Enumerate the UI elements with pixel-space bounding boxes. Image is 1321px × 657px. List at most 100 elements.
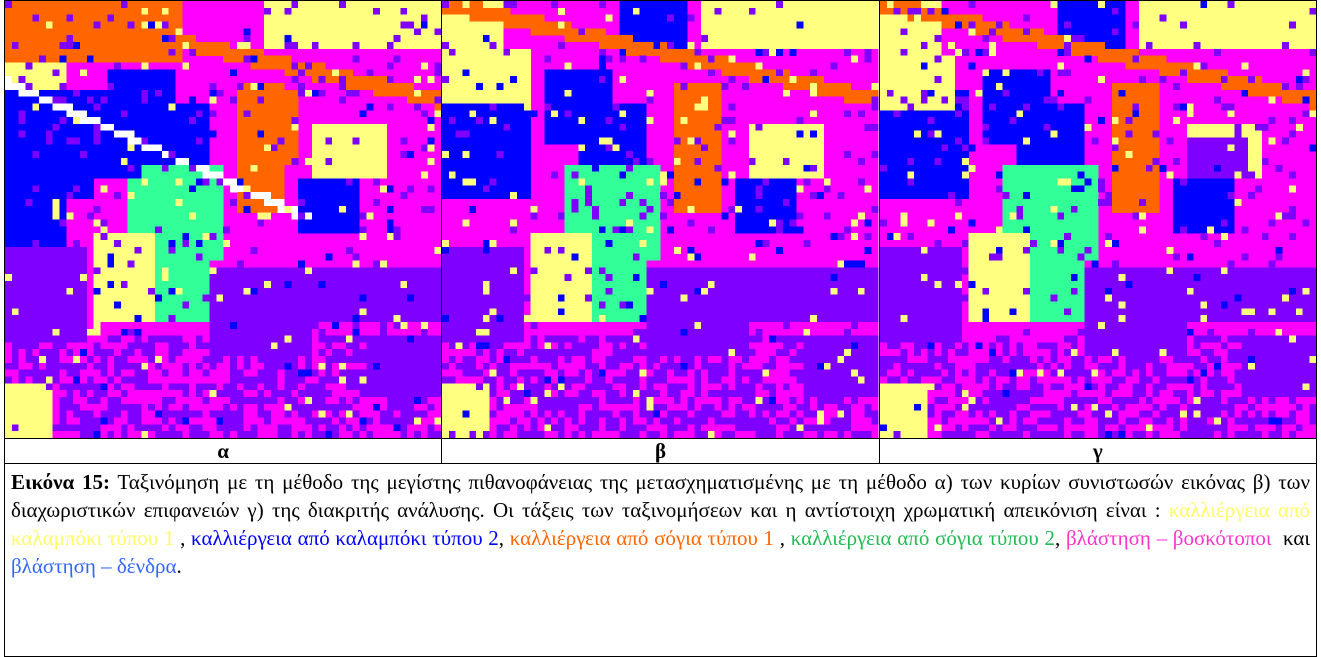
pixel <box>107 151 114 158</box>
figure: αβγ Εικόνα 15: Ταξινόμηση με τη μέθοδο τ… <box>4 0 1317 657</box>
pixel <box>497 21 504 28</box>
pixel <box>360 356 367 363</box>
pixel <box>442 192 449 199</box>
pixel <box>135 288 142 295</box>
pixel <box>325 185 332 192</box>
pixel <box>114 356 121 363</box>
pixel <box>73 397 80 404</box>
pixel <box>39 117 46 124</box>
pixel <box>73 56 80 63</box>
pixel <box>264 295 271 302</box>
pixel <box>654 267 661 274</box>
pixel <box>73 185 80 192</box>
pixel <box>175 49 182 56</box>
pixel <box>490 274 497 281</box>
pixel <box>824 274 831 281</box>
pixel <box>674 247 681 254</box>
pixel <box>32 172 39 179</box>
pixel <box>155 377 162 384</box>
pixel <box>695 274 702 281</box>
pixel <box>87 8 94 15</box>
pixel <box>626 274 633 281</box>
pixel <box>872 206 879 213</box>
pixel <box>19 315 26 322</box>
pixel <box>353 315 360 322</box>
pixel <box>298 336 305 343</box>
pixel <box>135 301 142 308</box>
pixel <box>633 185 640 192</box>
pixel <box>155 267 162 274</box>
pixel <box>60 418 67 425</box>
pixel <box>633 103 640 110</box>
pixel <box>640 103 647 110</box>
pixel <box>203 151 210 158</box>
pixel <box>230 295 237 302</box>
pixel <box>325 124 332 131</box>
pixel <box>114 165 121 172</box>
pixel <box>128 117 135 124</box>
pixel <box>613 151 620 158</box>
pixel <box>12 267 19 274</box>
pixel <box>366 144 373 151</box>
pixel <box>339 138 346 145</box>
pixel <box>25 76 32 83</box>
pixel <box>148 76 155 83</box>
pixel <box>872 21 879 28</box>
pixel <box>121 35 128 42</box>
pixel <box>271 90 278 97</box>
pixel <box>5 110 12 117</box>
pixel <box>121 172 128 179</box>
pixel <box>831 62 838 69</box>
pixel <box>141 15 148 22</box>
pixel <box>278 97 285 104</box>
pixel <box>182 301 189 308</box>
pixel <box>128 192 135 199</box>
pixel <box>565 97 572 104</box>
pixel <box>121 97 128 104</box>
pixel <box>257 322 264 329</box>
pixel <box>5 411 12 418</box>
page: Figure 15 {"figure": { "panels": [{"labe… <box>0 0 1321 657</box>
pixel <box>155 213 162 220</box>
pixel <box>169 158 176 165</box>
pixel <box>620 21 627 28</box>
pixel <box>250 383 257 390</box>
pixel <box>141 356 148 363</box>
pixel <box>264 138 271 145</box>
pixel <box>25 418 32 425</box>
pixel <box>599 267 606 274</box>
pixel <box>148 165 155 172</box>
pixel <box>701 206 708 213</box>
pixel <box>169 342 176 349</box>
pixel <box>517 247 524 254</box>
pixel <box>291 21 298 28</box>
pixel <box>654 179 661 186</box>
pixel <box>175 233 182 240</box>
pixel <box>599 179 606 186</box>
pixel <box>332 131 339 138</box>
pixel <box>504 192 511 199</box>
pixel <box>32 254 39 261</box>
pixel <box>872 1 879 8</box>
pixel <box>339 411 346 418</box>
pixel <box>701 97 708 104</box>
pixel <box>654 1 661 8</box>
pixel <box>735 220 742 227</box>
pixel <box>169 69 176 76</box>
pixel <box>695 138 702 145</box>
pixel <box>394 1 401 8</box>
pixel <box>12 1 19 8</box>
pixel <box>332 281 339 288</box>
pixel <box>271 42 278 49</box>
pixel <box>312 165 319 172</box>
pixel <box>94 349 101 356</box>
pixel <box>701 199 708 206</box>
pixel <box>250 418 257 425</box>
pixel <box>579 247 586 254</box>
pixel <box>504 151 511 158</box>
pixel <box>73 15 80 22</box>
pixel <box>654 220 661 227</box>
pixel <box>394 315 401 322</box>
pixel <box>722 28 729 35</box>
pixel <box>722 274 729 281</box>
